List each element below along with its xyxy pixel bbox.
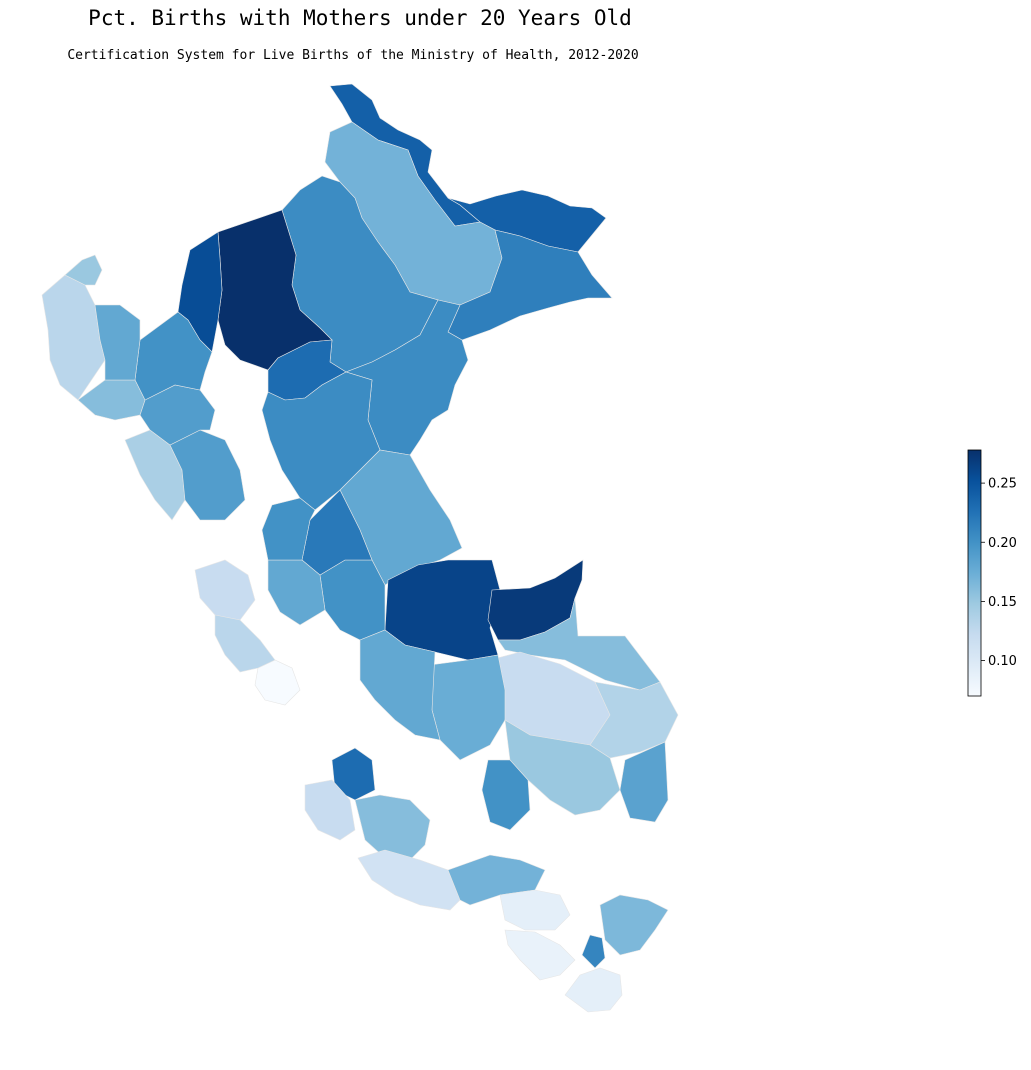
region-piura-inland	[94, 304, 141, 381]
map-subtitle: Certification System for Live Births of …	[67, 48, 639, 63]
region-madre-de-dios-south	[589, 681, 679, 759]
region-la-libertad-inland	[169, 429, 246, 521]
region-loreto-east	[447, 229, 613, 341]
region-lima-city	[254, 659, 301, 706]
region-tumbes	[64, 254, 103, 286]
region-ica	[304, 779, 356, 841]
region-loreto-southeast	[345, 299, 469, 456]
region-tacna	[564, 967, 623, 1013]
region-ancash-inland	[267, 559, 326, 626]
region-junin-east	[319, 559, 386, 641]
colorbar-tick-label: 0.15	[988, 595, 1017, 610]
region-lima-coast	[194, 559, 256, 621]
colorbar-tick-label: 0.10	[988, 654, 1017, 669]
colorbar-tick-label: 0.20	[988, 536, 1017, 551]
colorbar-scale	[967, 449, 982, 697]
region-huanuco	[261, 497, 316, 561]
region-puno-south	[599, 894, 669, 956]
region-apurimac	[481, 759, 531, 831]
region-lambayeque	[77, 379, 146, 421]
colorbar: 0.10 0.15 0.20 0.25	[967, 449, 1017, 697]
region-piura-coast	[41, 274, 106, 401]
colorbar-ticks: 0.10 0.15 0.20 0.25	[981, 477, 1017, 669]
region-ancash-coast	[214, 614, 276, 673]
colorbar-tick-label: 0.25	[988, 477, 1017, 492]
region-ayacucho	[354, 794, 431, 861]
region-moquegua	[504, 929, 576, 981]
region-arequipa-west	[357, 849, 461, 911]
region-puno-spot	[581, 934, 606, 969]
region-madre-de-dios-north	[497, 597, 661, 691]
map-title: Pct. Births with Mothers under 20 Years …	[88, 6, 632, 30]
region-cusco-north	[359, 629, 441, 741]
region-arequipa-south	[499, 889, 571, 931]
region-junin-central	[429, 654, 506, 761]
